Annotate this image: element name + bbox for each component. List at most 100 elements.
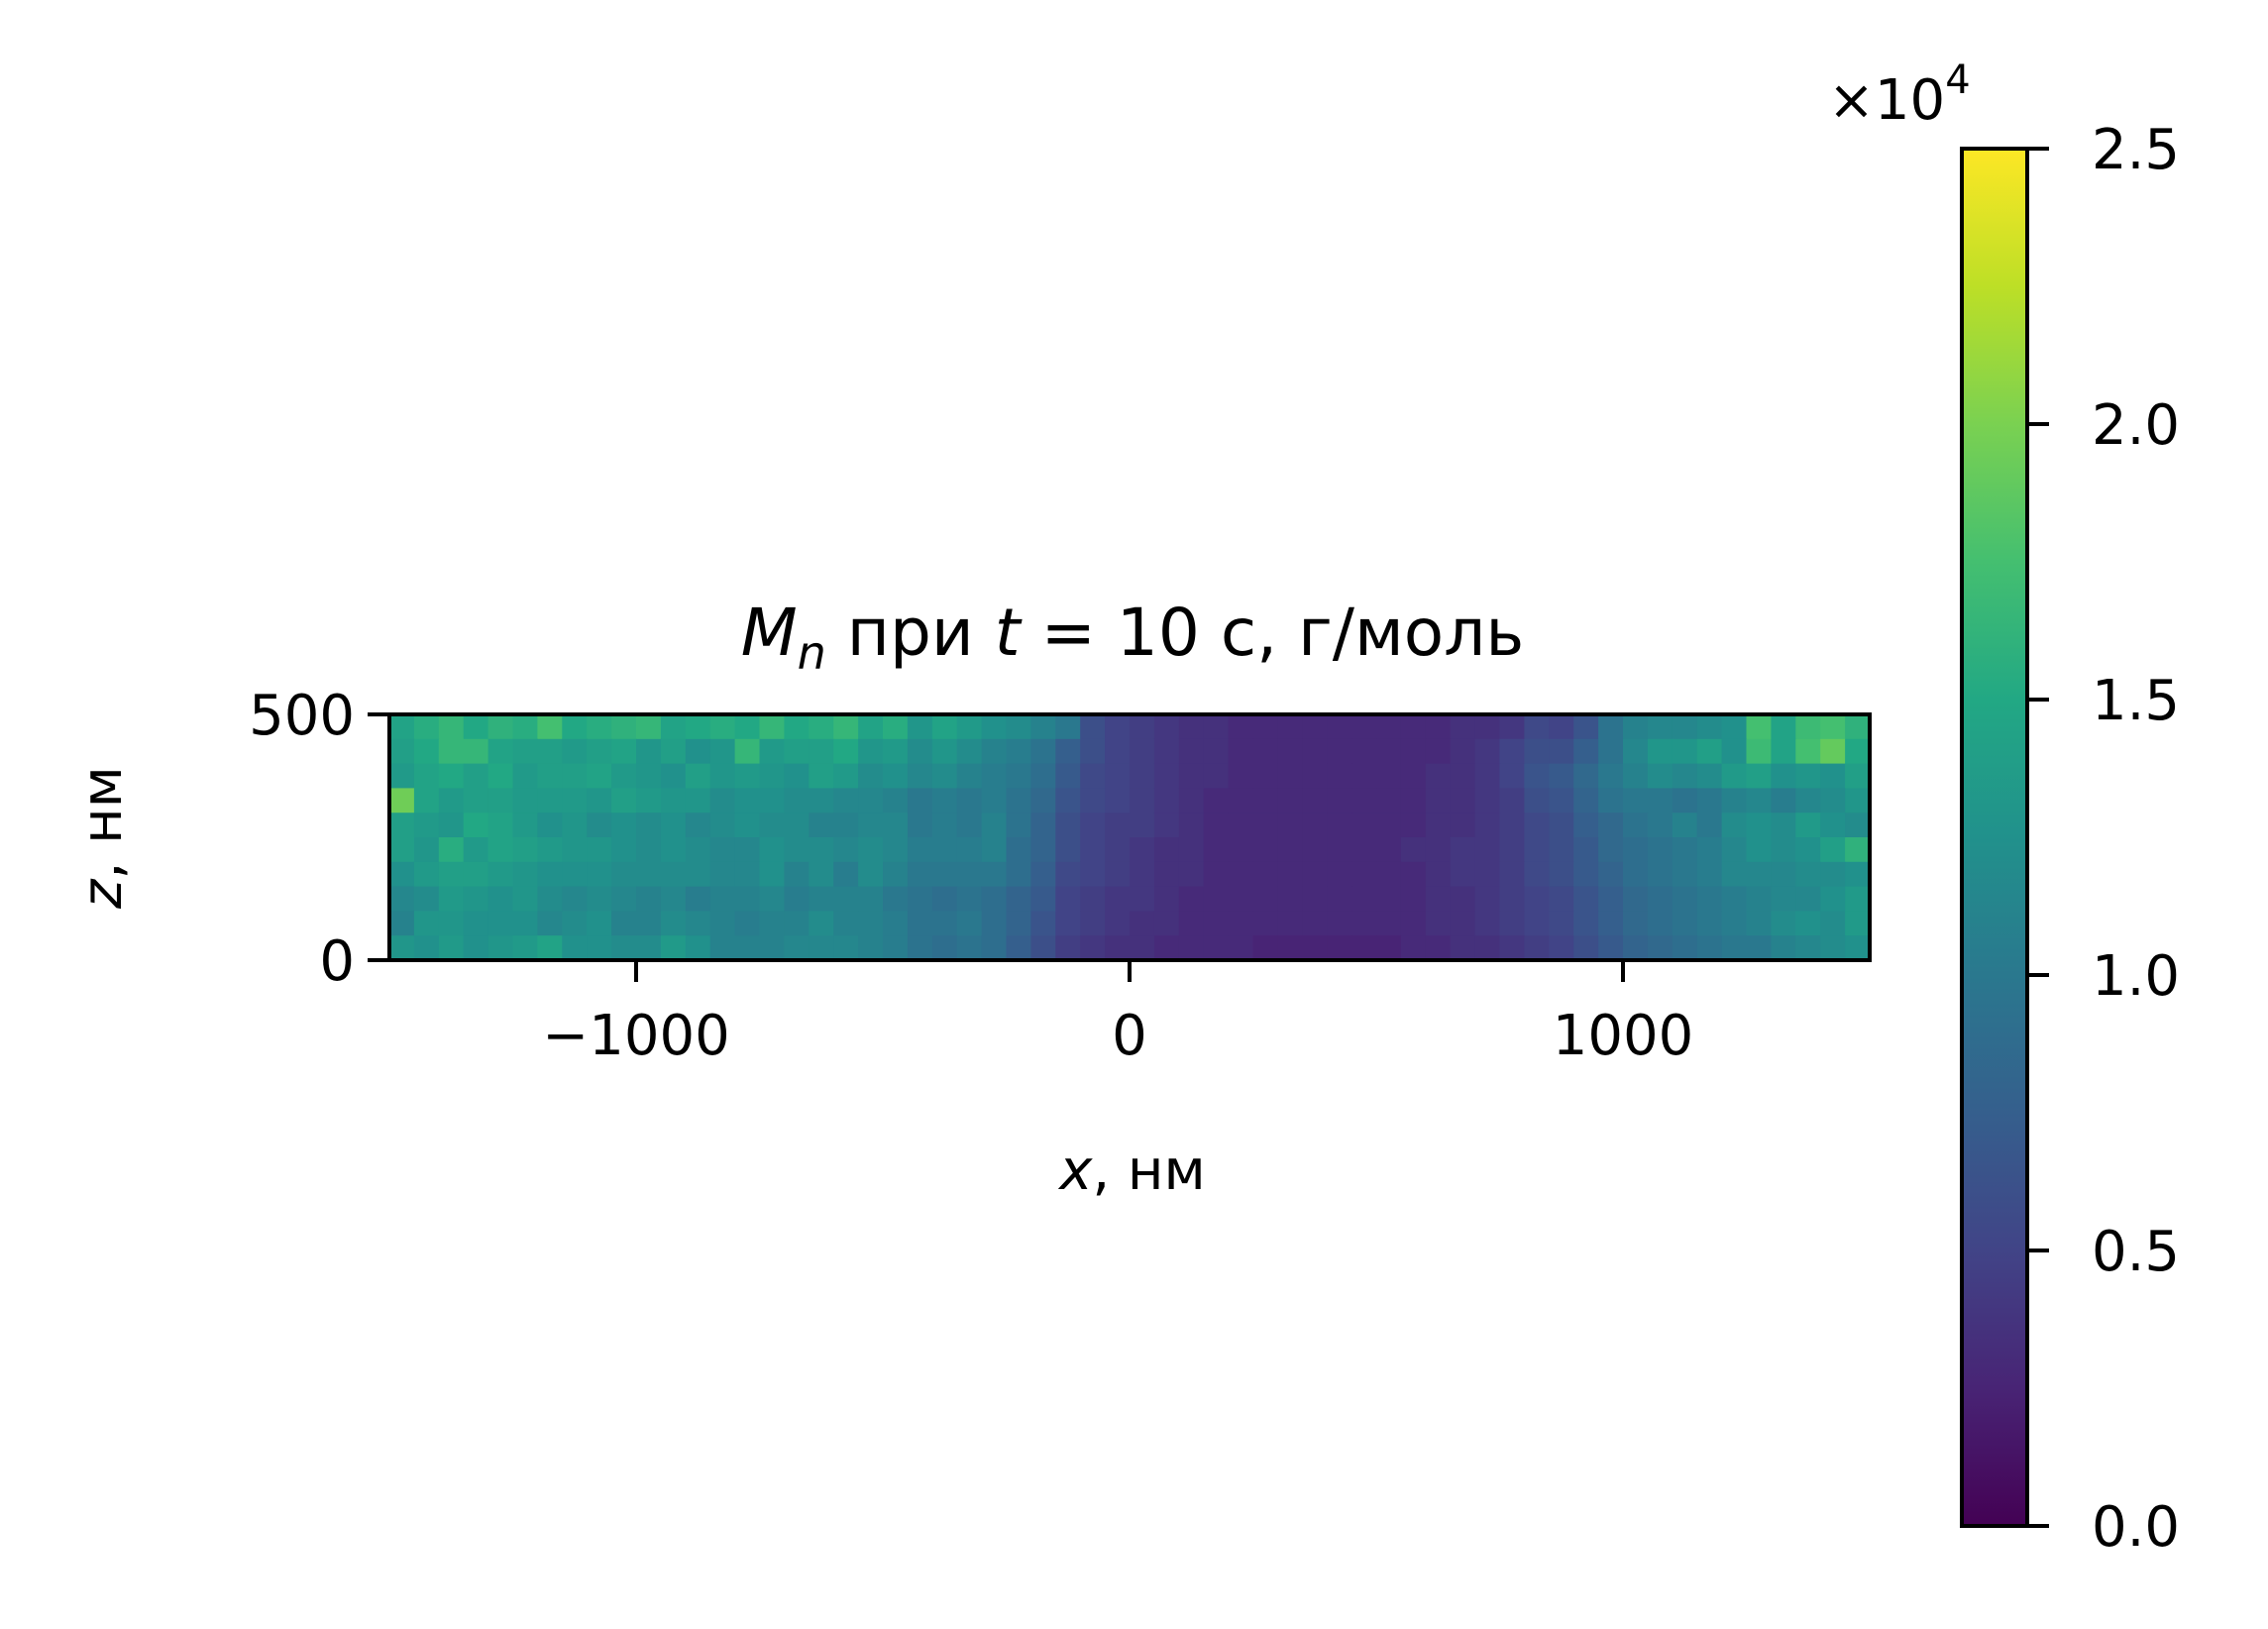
heatmap-cell xyxy=(734,738,761,765)
heatmap-cell xyxy=(660,763,687,789)
heatmap-cell xyxy=(1474,911,1501,936)
heatmap-cell xyxy=(1771,763,1796,789)
heatmap-cell xyxy=(487,763,514,789)
heatmap-cell xyxy=(956,911,983,936)
heatmap-cell xyxy=(1499,911,1525,936)
y-axis-label: z, нм xyxy=(70,766,135,910)
heatmap-cell xyxy=(734,837,761,863)
heatmap-cell xyxy=(487,837,514,863)
heatmap-cell xyxy=(1795,911,1821,936)
heatmap-cell xyxy=(1178,935,1205,961)
heatmap-cell xyxy=(858,911,884,936)
heatmap-cell xyxy=(1153,763,1180,789)
heatmap-cell xyxy=(1105,738,1131,765)
heatmap-cell xyxy=(1672,763,1698,789)
heatmap-cell xyxy=(1302,837,1328,863)
heatmap-cell xyxy=(1524,935,1550,961)
heatmap-cell xyxy=(487,813,514,838)
heatmap-cell xyxy=(1203,861,1230,888)
heatmap-cell xyxy=(413,788,440,814)
heatmap-cell xyxy=(1252,763,1278,789)
heatmap-cell xyxy=(1623,714,1649,740)
heatmap-cell xyxy=(883,935,909,961)
heatmap-cell xyxy=(1228,714,1254,740)
heatmap-cell xyxy=(1820,813,1846,838)
heatmap-cell xyxy=(611,813,637,838)
heatmap-cell xyxy=(1524,763,1550,789)
heatmap-cell xyxy=(1425,886,1452,912)
colorbar-tick-label: 0.5 xyxy=(2092,1220,2180,1284)
heatmap-cell xyxy=(1499,935,1525,961)
heatmap-cell xyxy=(1351,763,1377,789)
heatmap-cell xyxy=(1228,886,1254,912)
heatmap-cell xyxy=(1425,738,1452,765)
heatmap-cell xyxy=(1450,763,1476,789)
heatmap-cell xyxy=(1549,861,1574,888)
heatmap-cell xyxy=(1351,861,1377,888)
heatmap-cell xyxy=(1795,714,1821,740)
heatmap-cell xyxy=(1130,763,1155,789)
heatmap-cell xyxy=(981,911,1008,936)
heatmap-cell xyxy=(685,886,711,912)
heatmap-cell xyxy=(1376,837,1402,863)
heatmap-cell xyxy=(1672,813,1698,838)
heatmap-cell xyxy=(1623,911,1649,936)
heatmap-cell xyxy=(1203,788,1230,814)
heatmap-cell xyxy=(413,714,440,740)
heatmap-cell xyxy=(389,886,415,912)
heatmap-cell xyxy=(1006,911,1031,936)
heatmap-cell xyxy=(587,763,612,789)
heatmap-cell xyxy=(956,935,983,961)
heatmap-cell xyxy=(709,738,736,765)
heatmap-cell xyxy=(1153,788,1180,814)
title-mn: M xyxy=(741,595,798,671)
heatmap-cell xyxy=(1623,861,1649,888)
heatmap-cell xyxy=(1055,911,1081,936)
heatmap-cell xyxy=(1623,788,1649,814)
heatmap-cell xyxy=(685,861,711,888)
heatmap-cell xyxy=(587,788,612,814)
heatmap-cell xyxy=(1795,813,1821,838)
heatmap-cell xyxy=(562,714,588,740)
heatmap-cell xyxy=(1499,861,1525,888)
heatmap-cell xyxy=(587,837,612,863)
heatmap-cell xyxy=(389,911,415,936)
heatmap-cell xyxy=(1771,935,1796,961)
heatmap-cell xyxy=(1228,738,1254,765)
heatmap-cell xyxy=(1598,837,1624,863)
heatmap-cell xyxy=(956,763,983,789)
heatmap-cell xyxy=(660,911,687,936)
heatmap-cell xyxy=(1425,788,1452,814)
heatmap-cell xyxy=(389,837,415,863)
heatmap-cell xyxy=(734,763,761,789)
heatmap-cell xyxy=(611,738,637,765)
heatmap-cell xyxy=(1573,837,1599,863)
heatmap-cell xyxy=(487,714,514,740)
heatmap-cell xyxy=(1771,738,1796,765)
heatmap-cell xyxy=(1203,935,1230,961)
heatmap-cell xyxy=(1647,763,1674,789)
heatmap-cell xyxy=(1672,886,1698,912)
heatmap-cell xyxy=(1203,738,1230,765)
heatmap-cell xyxy=(562,935,588,961)
heatmap-cell xyxy=(438,813,465,838)
heatmap xyxy=(389,714,1871,961)
heatmap-cell xyxy=(759,837,785,863)
heatmap-cell xyxy=(1450,886,1476,912)
heatmap-cell xyxy=(883,911,909,936)
heatmap-cell xyxy=(1474,738,1501,765)
heatmap-cell xyxy=(1327,763,1352,789)
heatmap-cell xyxy=(611,837,637,863)
heatmap-cell xyxy=(809,886,834,912)
heatmap-cell xyxy=(1080,886,1106,912)
heatmap-cell xyxy=(1696,861,1723,888)
heatmap-cell xyxy=(1573,886,1599,912)
heatmap-cell xyxy=(1252,738,1278,765)
heatmap-cell xyxy=(858,763,884,789)
heatmap-cell xyxy=(734,861,761,888)
heatmap-cell xyxy=(1499,837,1525,863)
x-tick-label: −1000 xyxy=(542,1004,729,1068)
heatmap-cell xyxy=(883,861,909,888)
heatmap-cell xyxy=(1721,763,1748,789)
